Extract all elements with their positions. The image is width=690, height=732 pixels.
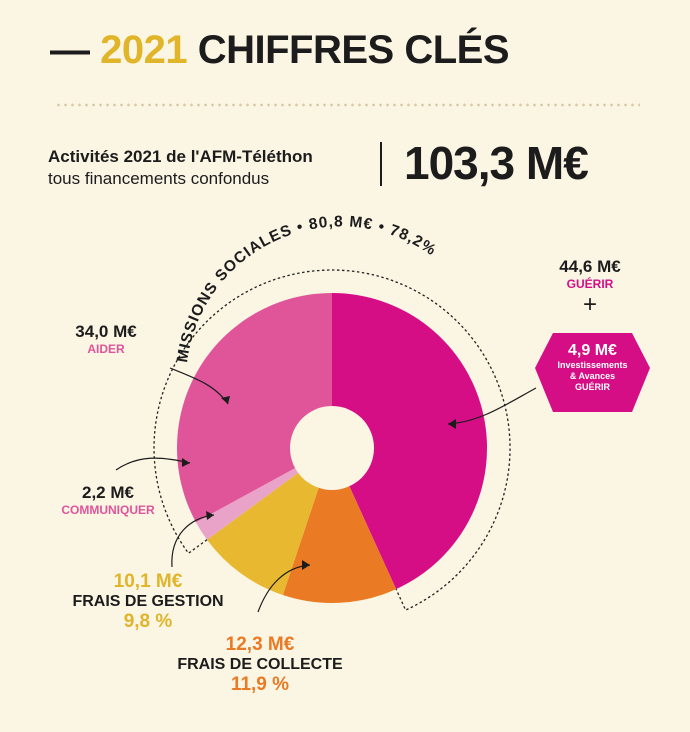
donut-hole [290, 406, 374, 490]
invest-line3: GUÉRIR [574, 382, 610, 392]
arrow-collecte [302, 560, 310, 570]
communiquer-value: 2,2 M€ [82, 483, 134, 502]
leader-arrowheads [182, 396, 456, 570]
leader-guerir [447, 387, 537, 425]
total-amount: 103,3 M€ [404, 137, 589, 189]
slice-aider [177, 293, 332, 523]
aider-name: AIDER [87, 342, 125, 356]
subtitle-line2: tous financements confondus [48, 169, 270, 188]
slice-frais-de-gestion [207, 448, 332, 595]
arrow-aider [221, 396, 230, 404]
title-text: CHIFFRES CLÉS [197, 28, 510, 72]
guerir-value: 44,6 M€ [559, 257, 621, 276]
vertical-separator [380, 142, 382, 186]
aider-value: 34,0 M€ [75, 322, 137, 341]
subtitle-line1: Activités 2021 de l'AFM-Téléthon [48, 147, 313, 166]
subtitle: Activités 2021 de l'AFM-Téléthon tous fi… [48, 146, 313, 190]
invest-line1: Investissements [557, 360, 628, 370]
label-collecte: 12,3 M€ FRAIS DE COLLECTE 11,9 % [165, 634, 355, 696]
page-title: — 2021 CHIFFRES CLÉS [50, 28, 510, 73]
arrow-communiquer [182, 458, 190, 467]
collecte-percent: 11,9 % [230, 674, 290, 695]
arrow-guerir [448, 419, 456, 429]
label-communiquer: 2,2 M€ COMMUNIQUER [48, 483, 168, 517]
missions-group-bracket [153, 269, 511, 611]
plus-sign: + [582, 291, 597, 318]
collecte-name: FRAIS DE COLLECTE [177, 656, 343, 673]
gestion-percent: 9,8 % [123, 611, 173, 632]
invest-line2: & Avances [569, 371, 616, 381]
slice-frais-de-collecte [282, 448, 397, 604]
communiquer-name: COMMUNIQUER [61, 503, 155, 517]
title-dash: — [50, 28, 90, 72]
collecte-value: 12,3 M€ [225, 634, 295, 655]
gestion-name: FRAIS DE GESTION [72, 593, 224, 610]
arrow-gestion [206, 511, 214, 520]
invest-value: 4,9 M€ [568, 342, 617, 359]
gestion-value: 10,1 M€ [113, 571, 183, 592]
title-year: 2021 [100, 28, 188, 72]
label-aider: 34,0 M€ AIDER [56, 322, 156, 356]
guerir-name: GUÉRIR [566, 277, 614, 291]
investissements-hexagon [535, 333, 650, 412]
label-guerir: 44,6 M€ GUÉRIR + [540, 257, 640, 317]
leader-communiquer [115, 457, 191, 471]
dotted-divider [55, 103, 640, 107]
label-investissements: 4,9 M€ Investissements & Avances GUÉRIR [535, 342, 650, 393]
slice-guerir [332, 293, 488, 590]
label-gestion: 10,1 M€ FRAIS DE GESTION 9,8 % [58, 571, 238, 633]
